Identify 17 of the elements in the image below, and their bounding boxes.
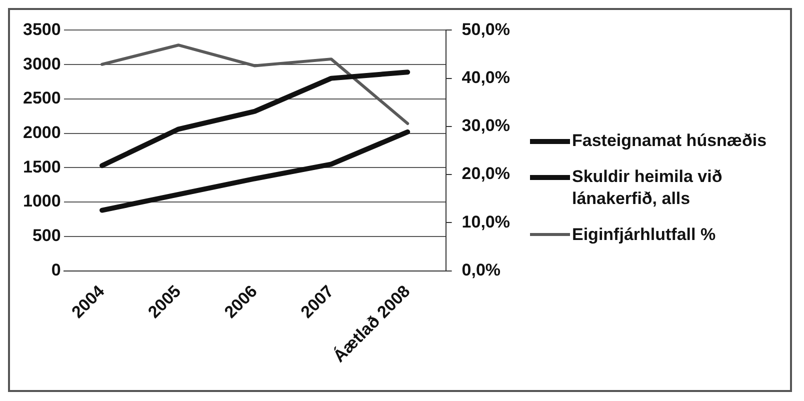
legend-label: Fasteignamat húsnæðis <box>572 130 767 152</box>
y-tick-label: 1000 <box>22 192 61 211</box>
y-tick-label: 3500 <box>22 20 61 39</box>
y2-tick-label: 20,0% <box>462 164 510 184</box>
y-tick-label: 1500 <box>22 157 61 176</box>
legend-label: Skuldir heimila við lánakerfið, alls <box>572 166 724 210</box>
y-tick-label: 0 <box>51 260 61 280</box>
y2-tick-label: 10,0% <box>462 212 510 232</box>
legend-label: Eiginfjárhlutfall % <box>572 224 716 246</box>
y-tick-label: 2500 <box>22 88 61 108</box>
y-tick-label: 2000 <box>22 122 61 142</box>
y2-tick-label: 50,0% <box>462 20 510 39</box>
y-tick-label: 3000 <box>22 54 61 74</box>
y-tick-label: 500 <box>32 226 61 246</box>
y2-tick-label: 40,0% <box>462 68 510 87</box>
y2-tick-label: 0,0% <box>462 260 501 280</box>
y2-tick-label: 30,0% <box>462 116 510 136</box>
